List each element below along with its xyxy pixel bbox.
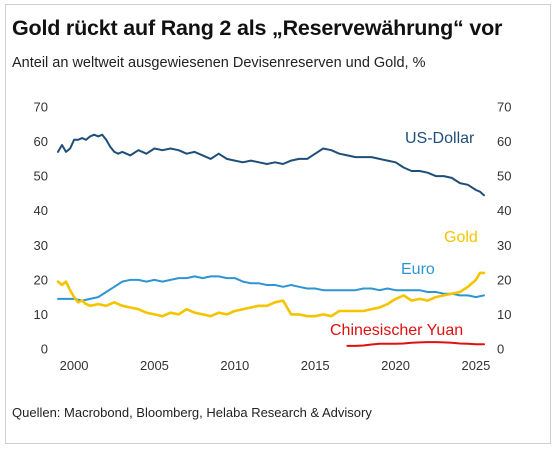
y-tick-right-0: 0 bbox=[497, 342, 504, 357]
y-axis-right: 0 10 20 30 40 50 60 70 bbox=[497, 100, 511, 357]
y-tick-right-60: 60 bbox=[497, 134, 511, 149]
y-tick-right-70: 70 bbox=[497, 100, 511, 115]
series-label-us-dollar: US-Dollar bbox=[405, 130, 475, 147]
x-axis: 2000 2005 2010 2015 2020 2025 bbox=[60, 358, 491, 373]
series-label-gold: Gold bbox=[444, 229, 478, 246]
series-label-euro: Euro bbox=[401, 261, 435, 278]
y-tick-left-0: 0 bbox=[41, 342, 48, 357]
y-tick-left-60: 60 bbox=[34, 134, 48, 149]
y-tick-right-50: 50 bbox=[497, 169, 511, 184]
y-tick-right-30: 30 bbox=[497, 238, 511, 253]
series-line-chinesischer-yuan bbox=[346, 341, 485, 347]
series-line-us-dollar bbox=[57, 133, 485, 197]
x-tick-2005: 2005 bbox=[140, 358, 169, 373]
x-tick-2010: 2010 bbox=[220, 358, 249, 373]
source-note: Quellen: Macrobond, Bloomberg, Helaba Re… bbox=[12, 405, 372, 420]
x-tick-2000: 2000 bbox=[60, 358, 89, 373]
y-tick-left-50: 50 bbox=[34, 169, 48, 184]
series-line-gold bbox=[56, 271, 486, 318]
y-tick-right-20: 20 bbox=[497, 272, 511, 287]
y-tick-left-40: 40 bbox=[34, 203, 48, 218]
chart-frame bbox=[5, 4, 551, 444]
y-tick-right-40: 40 bbox=[497, 203, 511, 218]
series-lines bbox=[56, 133, 486, 347]
series-label-chinesischer-yuan: Chinesischer Yuan bbox=[330, 322, 463, 339]
y-tick-left-30: 30 bbox=[34, 238, 48, 253]
chart-title: Gold rückt auf Rang 2 als „Reservewährun… bbox=[12, 16, 503, 40]
series-line-euro bbox=[57, 275, 485, 302]
x-tick-2015: 2015 bbox=[301, 358, 330, 373]
series-labels: US-Dollar Gold Euro Chinesischer Yuan bbox=[330, 130, 478, 339]
y-axis-left: 0 10 20 30 40 50 60 70 bbox=[34, 100, 48, 357]
y-tick-left-20: 20 bbox=[34, 272, 48, 287]
y-tick-left-10: 10 bbox=[34, 307, 48, 322]
y-tick-right-10: 10 bbox=[497, 307, 511, 322]
x-tick-2025: 2025 bbox=[461, 358, 490, 373]
chart-subtitle: Anteil an weltweit ausgewiesenen Devisen… bbox=[12, 55, 426, 71]
x-tick-2020: 2020 bbox=[381, 358, 410, 373]
y-tick-left-70: 70 bbox=[34, 100, 48, 115]
